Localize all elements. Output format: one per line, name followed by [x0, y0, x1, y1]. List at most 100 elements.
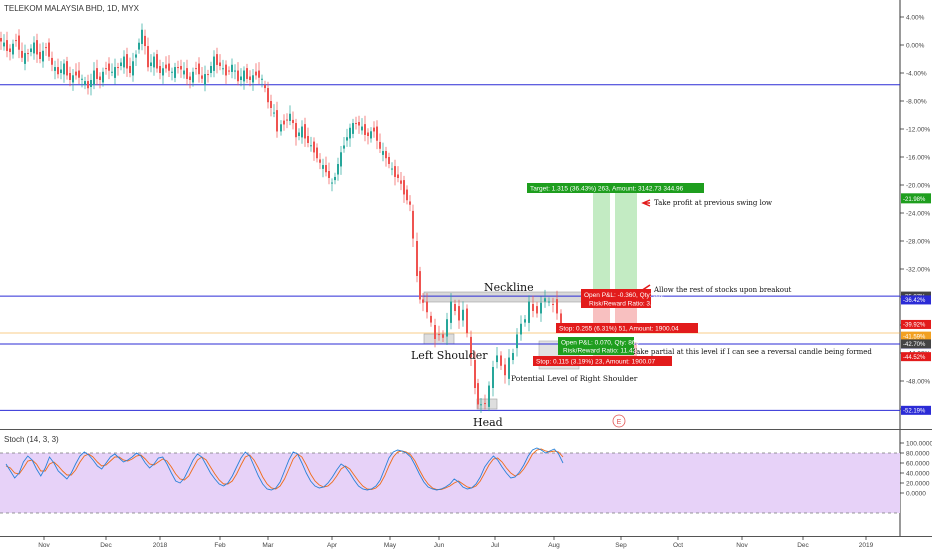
candle	[21, 50, 23, 58]
chart-title: TELEKOM MALAYSIA BHD, 1D, MYX	[4, 4, 140, 13]
candle	[78, 70, 80, 78]
candle	[466, 308, 468, 334]
candle	[474, 360, 476, 388]
time-x-axis: Nov Dec 2018 Feb Mar Apr May Jun Jul Aug Sep Oct Nov…	[38, 536, 874, 549]
x-tick-label: Nov	[736, 542, 748, 549]
candle	[454, 304, 456, 311]
candle	[108, 63, 110, 71]
head-box	[476, 398, 498, 410]
candle	[30, 48, 32, 52]
candle	[15, 40, 17, 42]
stop-text-2: Stop: 0.115 (3.19%) 23, Amount: 1900.07	[536, 359, 656, 366]
candle	[123, 56, 125, 68]
x-tick-label: May	[384, 542, 397, 549]
stop-tag-2	[533, 356, 672, 366]
candle	[364, 124, 366, 135]
price-tag-label: -41.59%	[903, 334, 926, 340]
y-tick-label: -12.00%	[906, 127, 930, 134]
candle	[231, 64, 233, 72]
candle	[316, 147, 318, 159]
candle	[520, 323, 522, 335]
candle	[252, 75, 254, 83]
candle	[165, 64, 167, 69]
candle	[246, 68, 248, 79]
candle	[276, 110, 278, 132]
candle	[87, 81, 89, 89]
price-tag-label: -39.92%	[903, 323, 926, 329]
stoch-tick-label: 40.0000	[906, 471, 930, 478]
candle	[213, 56, 215, 71]
candle	[168, 63, 170, 71]
candle	[289, 113, 291, 121]
candle	[162, 68, 164, 76]
x-tick-label: 2018	[153, 542, 168, 549]
candle	[132, 61, 134, 76]
candle	[147, 46, 149, 68]
price-tag	[901, 352, 931, 362]
candle	[159, 66, 161, 73]
candle	[81, 78, 83, 80]
price-tags: -21.83%-21.98%-35.87%-36.42%-39.92%-41.5…	[901, 193, 931, 415]
price-tag	[901, 339, 931, 349]
candle	[295, 123, 297, 138]
candle	[484, 403, 486, 405]
left-shoulder-label: Left Shoulder	[411, 349, 488, 362]
candle	[556, 299, 558, 314]
candle	[60, 69, 62, 73]
candle	[186, 68, 188, 79]
target-zone-2	[615, 191, 637, 297]
candle	[33, 42, 35, 54]
candle	[504, 364, 506, 376]
price-tag	[901, 319, 931, 329]
candle	[174, 67, 176, 78]
candle	[18, 35, 20, 50]
candle	[120, 62, 122, 66]
x-tick-label: Aug	[548, 542, 560, 549]
candle	[201, 75, 203, 79]
candle	[69, 73, 71, 80]
target-zone-1	[593, 191, 610, 297]
candle	[12, 43, 14, 55]
candle	[240, 76, 242, 80]
candle	[126, 54, 128, 69]
candle	[409, 201, 411, 205]
candle	[379, 141, 381, 149]
candle	[261, 78, 263, 80]
stoch-label: Stoch (14, 3, 3)	[4, 435, 59, 444]
x-tick-label: Nov	[38, 542, 50, 549]
candle	[492, 367, 494, 388]
candle	[90, 80, 92, 87]
candle	[488, 385, 490, 407]
candle	[552, 304, 554, 305]
candle	[355, 123, 357, 125]
candle	[337, 164, 339, 175]
candle	[438, 334, 440, 336]
candle	[24, 53, 26, 64]
candle	[422, 299, 424, 303]
price-tag	[901, 295, 931, 305]
allow-rest-label: Allow the rest of stocks upon breakout	[653, 286, 791, 294]
stoch-k-line	[5, 447, 564, 491]
price-tag-label: -44.52%	[903, 355, 926, 361]
candle	[135, 54, 137, 58]
stoch-tick-label: 20.0000	[906, 481, 930, 488]
candle	[477, 383, 479, 405]
price-tag-label: -42.70%	[903, 342, 926, 348]
candle	[39, 52, 41, 59]
candle	[192, 71, 194, 83]
candle	[450, 301, 452, 323]
risk-reward-text-1: Risk/Reward Ratio: 3.45	[589, 301, 659, 308]
candle	[298, 132, 300, 136]
candle	[144, 35, 146, 47]
y-tick-label: 0.00%	[906, 43, 925, 50]
candle	[249, 76, 251, 80]
candle	[322, 165, 324, 169]
candle	[45, 47, 47, 49]
y-tick-label: -8.00%	[906, 99, 927, 106]
candle	[536, 306, 538, 314]
candle	[57, 67, 59, 75]
candle	[313, 141, 315, 153]
candle	[470, 336, 472, 358]
candle	[304, 124, 306, 139]
candle	[255, 71, 257, 76]
